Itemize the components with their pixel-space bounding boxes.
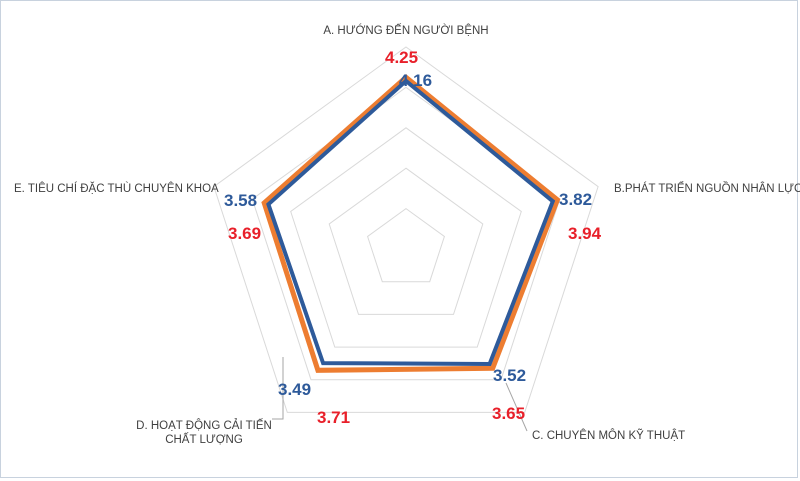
category-label-b: B.PHÁT TRIỂN NGUỒN NHÂN LỰC — [614, 182, 800, 195]
category-label-e: E. TIÊU CHÍ ĐẶC THÙ CHUYÊN KHOA — [14, 182, 219, 195]
value-label-series1-a: 4.16 — [399, 71, 432, 90]
leader-line-d — [272, 357, 284, 420]
category-labels: A. HƯỚNG ĐẾN NGƯỜI BỆNH B.PHÁT TRIỂN NGU… — [14, 24, 800, 446]
series-1-polygon — [266, 78, 556, 367]
grid-ring-5 — [213, 46, 599, 413]
series-2-polygon — [261, 74, 561, 373]
value-label-series2-b: 3.94 — [568, 224, 602, 243]
category-label-c: C. CHUYÊN MÔN KỸ THUẬT — [532, 429, 685, 442]
category-label-d: D. HOẠT ĐỘNG CẢI TIẾN CHẤT LƯỢNG — [136, 419, 272, 446]
category-label-d-line-1: D. HOẠT ĐỘNG CẢI TIẾN — [136, 419, 272, 432]
value-label-series2-e: 3.69 — [228, 224, 261, 243]
grid-ring-3 — [290, 127, 522, 348]
value-label-series2-c: 3.65 — [492, 404, 525, 423]
value-label-series1-e: 3.58 — [224, 191, 257, 210]
leader-lines — [272, 357, 528, 432]
value-label-series1-d: 3.49 — [278, 380, 311, 399]
grid-ring-2 — [328, 167, 484, 315]
grid-ring-4 — [251, 86, 561, 381]
value-labels: 4.16 4.25 3.82 3.94 3.52 3.65 3.49 3.71 … — [224, 48, 602, 427]
value-label-series2-d: 3.71 — [317, 408, 350, 427]
leader-line-c — [505, 382, 528, 432]
grid-ring-1 — [367, 207, 445, 283]
value-label-series2-a: 4.25 — [385, 48, 418, 67]
value-label-series1-b: 3.82 — [559, 190, 592, 209]
radar-series — [261, 74, 561, 373]
category-label-a: A. HƯỚNG ĐẾN NGƯỜI BỆNH — [323, 24, 488, 37]
category-label-d-line-2: CHẤT LƯỢNG — [165, 433, 243, 446]
value-label-series1-c: 3.52 — [493, 366, 526, 385]
